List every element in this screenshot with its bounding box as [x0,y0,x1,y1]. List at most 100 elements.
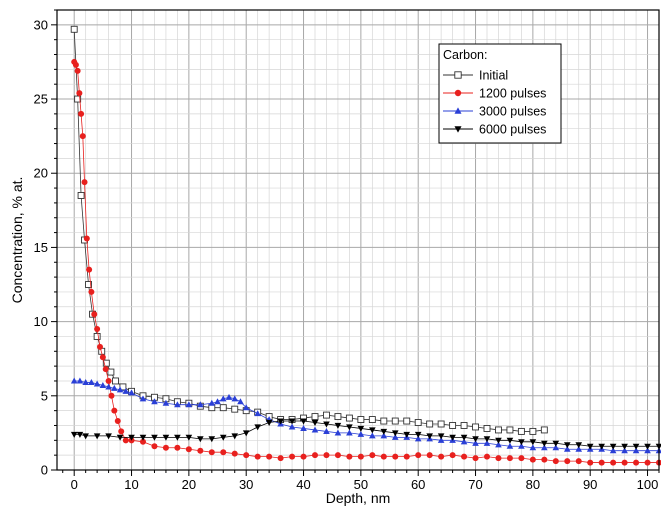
data-point [598,459,605,466]
data-point [472,455,479,462]
data-point [587,459,594,466]
data-point [214,398,221,405]
y-tick-label: 25 [34,92,48,107]
data-point [105,377,112,384]
data-point [151,398,158,405]
data-point [540,426,548,434]
data-point [111,384,118,391]
legend-label: Initial [479,69,508,83]
data-point [88,379,95,386]
data-point [197,436,204,443]
legend-title: Carbon: [443,48,487,62]
data-point [185,446,192,453]
data-point [369,432,376,439]
data-point [644,447,651,454]
data-point [93,433,101,440]
data-point [403,417,411,425]
data-point [70,25,78,33]
data-point [575,445,583,452]
y-tick-label: 0 [41,463,48,478]
grid [57,9,659,471]
x-tick-label: 50 [354,477,368,492]
data-point [243,452,250,459]
data-point [632,443,640,450]
data-point [79,133,86,140]
data-point [311,413,319,421]
data-point [197,447,204,454]
data-point [380,428,388,435]
data-point [483,425,491,432]
data-point [107,368,115,376]
data-point [518,442,525,449]
data-point [114,418,121,425]
data-point [368,416,376,423]
data-point [76,90,83,97]
data-point [460,422,468,429]
legend-item: Initial [443,69,508,83]
data-point [128,434,135,441]
data-point [495,426,502,434]
data-point [655,447,661,454]
data-point [495,441,502,448]
data-point [334,452,341,459]
data-point [334,413,342,421]
data-point [128,389,135,396]
data-point [391,433,399,440]
x-tick-label: 10 [124,477,138,492]
data-point [621,443,628,450]
x-tick-label: 70 [468,477,482,492]
data-point [563,445,571,452]
data-point [414,435,422,442]
data-point [437,433,445,440]
data-point [632,447,640,454]
data-point [518,455,525,462]
data-point [93,380,101,387]
data-point [97,343,103,350]
data-point [449,422,457,429]
data-point [633,459,640,466]
data-point [415,452,422,459]
data-point [484,453,490,460]
data-point [231,433,239,440]
data-point [105,383,112,390]
y-tick-label: 15 [34,240,48,255]
data-point [323,427,330,434]
data-point [289,453,296,460]
data-point [242,404,250,411]
data-point [277,455,284,462]
data-point [99,354,106,361]
data-point [426,433,433,440]
data-point [357,430,365,437]
data-point [426,452,433,459]
series-3 [70,418,661,450]
data-point [529,427,537,435]
data-point [266,453,273,460]
series-2 [70,377,661,454]
data-point [541,444,548,451]
x-tick-label: 40 [296,477,310,492]
data-point [414,431,422,438]
data-point [483,439,491,446]
data-point [357,416,365,423]
data-point [300,418,307,425]
data-point [449,452,456,459]
data-point [529,456,536,463]
plot-frame [56,9,660,471]
legend-label: 3000 pulses [479,105,546,119]
data-point [461,453,468,460]
data-point [94,326,101,333]
data-point [529,444,537,451]
data-point [254,410,261,417]
legend-items: Initial 1200 pulses 3000 pulses 6000 pulses [443,69,546,137]
data-point [403,431,411,438]
data-point [300,425,307,432]
data-point [380,453,387,460]
data-point [414,419,422,426]
data-point [506,455,513,462]
data-point [334,422,342,429]
data-point [242,430,250,437]
data-point [598,443,605,450]
data-point [112,377,119,385]
data-point [357,425,365,432]
data-point [208,436,216,443]
